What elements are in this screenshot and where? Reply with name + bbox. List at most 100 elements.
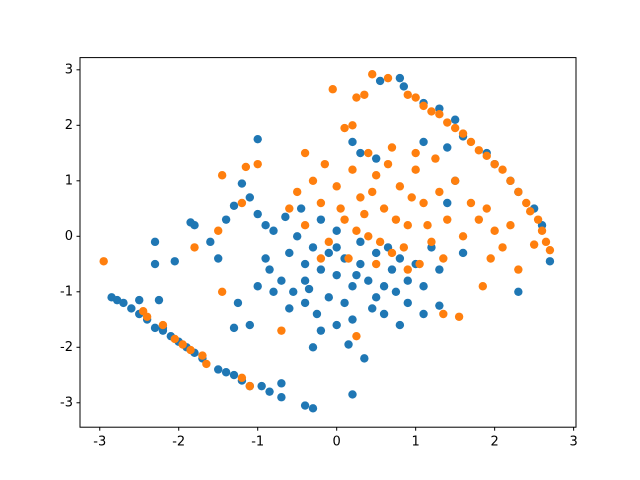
scatter-point — [466, 137, 476, 147]
scatter-point — [214, 254, 223, 263]
scatter-point — [415, 259, 424, 269]
scatter-point — [375, 76, 385, 86]
scatter-point — [300, 298, 310, 308]
scatter-point — [474, 146, 484, 155]
scatter-point — [348, 282, 357, 291]
scatter-point — [403, 90, 412, 99]
scatter-point — [135, 295, 144, 305]
scatter-point — [217, 287, 227, 296]
scatter-point — [300, 259, 310, 269]
scatter-point — [300, 220, 310, 230]
scatter-point — [360, 209, 369, 219]
scatter-point — [371, 259, 381, 269]
x-tick-label: 3 — [569, 435, 577, 450]
scatter-point — [300, 401, 310, 410]
scatter-point — [379, 282, 389, 291]
scatter-point — [395, 320, 405, 330]
scatter-point — [289, 287, 298, 296]
scatter-point — [537, 226, 547, 235]
scatter-point — [356, 148, 365, 158]
x-tick-label: -1 — [251, 435, 264, 450]
scatter-point — [364, 148, 373, 158]
scatter-point — [371, 171, 381, 180]
scatter-point — [486, 254, 495, 263]
y-tick-label: 2 — [65, 118, 73, 133]
scatter-point — [344, 340, 353, 349]
scatter-point — [506, 176, 515, 185]
scatter-point — [525, 207, 535, 216]
y-tick-label: 3 — [65, 62, 73, 77]
scatter-point — [490, 159, 499, 169]
scatter-point — [99, 257, 108, 266]
scatter-point — [332, 243, 341, 252]
scatter-point — [281, 212, 290, 222]
scatter-point — [454, 312, 464, 321]
scatter-point — [336, 204, 345, 213]
scatter-point — [340, 298, 349, 308]
scatter-point — [277, 393, 286, 402]
scatter-point — [411, 165, 420, 174]
scatter-point — [340, 215, 349, 224]
scatter-point — [371, 154, 381, 163]
scatter-point — [356, 259, 365, 269]
scatter-point — [482, 204, 491, 213]
scatter-point — [324, 248, 333, 258]
scatter-point — [178, 340, 187, 349]
scatter-point — [387, 143, 397, 152]
scatter-point — [474, 215, 484, 224]
scatter-point — [214, 226, 223, 235]
y-tick-label: -1 — [60, 284, 73, 299]
scatter-point — [348, 390, 357, 399]
scatter-point — [198, 351, 207, 360]
scatter-point — [237, 373, 247, 383]
scatter-point — [478, 282, 488, 291]
scatter-point — [443, 118, 452, 127]
scatter-point — [308, 404, 318, 413]
scatter-point — [340, 123, 349, 133]
scatter-point — [332, 182, 341, 191]
scatter-point — [545, 257, 555, 266]
scatter-point — [328, 85, 337, 94]
scatter-point — [458, 248, 468, 258]
scatter-point — [292, 187, 302, 197]
scatter-point — [158, 320, 168, 330]
scatter-point — [533, 215, 543, 224]
scatter-point — [435, 265, 444, 274]
scatter-point — [419, 309, 428, 319]
scatter-point — [150, 237, 160, 247]
scatter-point — [202, 359, 211, 369]
scatter-point — [352, 226, 361, 235]
scatter-point — [261, 254, 270, 263]
scatter-point — [277, 276, 286, 285]
scatter-point — [482, 151, 491, 161]
scatter-point — [261, 220, 270, 230]
scatter-point — [296, 204, 306, 213]
scatter-point — [522, 198, 531, 208]
x-tick-label: -2 — [172, 435, 185, 450]
scatter-point — [229, 323, 239, 333]
axes-frame — [79, 57, 577, 428]
scatter-point — [229, 201, 239, 210]
scatter-point — [206, 237, 215, 247]
scatter-point — [443, 143, 452, 152]
scatter-point — [458, 129, 468, 138]
scatter-point — [285, 204, 294, 213]
y-tick-label: -3 — [60, 395, 73, 410]
scatter-point — [403, 276, 412, 285]
scatter-point — [112, 295, 122, 305]
plot-area — [99, 70, 555, 413]
scatter-point — [514, 187, 523, 197]
scatter-point — [352, 331, 361, 341]
y-tick-label: -2 — [60, 340, 73, 355]
scatter-point — [285, 248, 294, 258]
scatter-point — [245, 320, 255, 330]
scatter-point — [419, 101, 428, 111]
scatter-point — [277, 379, 286, 388]
scatter-point — [253, 209, 262, 219]
scatter-point — [308, 343, 318, 352]
scatter-point — [395, 254, 405, 263]
scatter-point — [257, 381, 266, 391]
scatter-point — [245, 193, 255, 202]
scatter-point — [387, 248, 397, 258]
